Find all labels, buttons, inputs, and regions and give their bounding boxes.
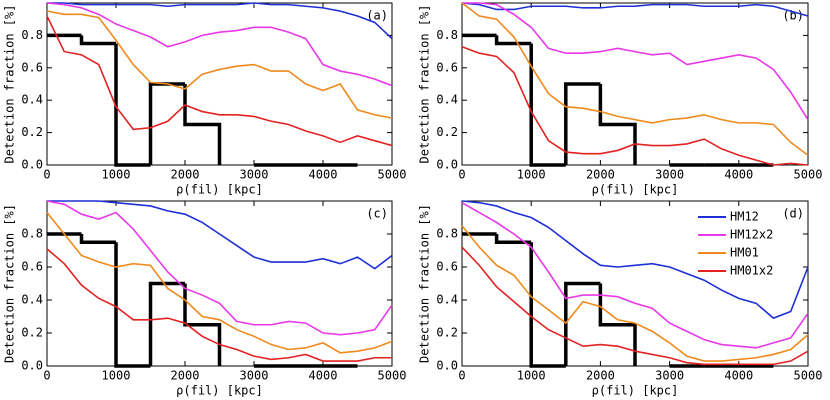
y-axis-label: Detection fraction [%]	[418, 5, 432, 164]
step-bin	[494, 35, 532, 46]
series-line	[462, 2, 809, 121]
y-tick-label: 0.2	[436, 125, 458, 139]
step-bin	[494, 234, 532, 244]
step-bin	[564, 281, 601, 366]
series-line	[461, 225, 809, 362]
series-line	[46, 248, 392, 362]
x-tick-label: 3000	[655, 168, 684, 182]
series-line	[461, 2, 809, 156]
y-tick-label: 0.8	[21, 28, 43, 42]
panel-label: (c)	[366, 207, 388, 221]
x-tick-label: 2000	[171, 369, 200, 383]
x-tick-label: 0	[43, 369, 50, 383]
y-tick-label: 0.0	[436, 359, 458, 373]
x-tick-label: 0	[458, 168, 465, 182]
y-tick-label: 0.6	[21, 260, 43, 274]
series-line	[46, 10, 393, 119]
y-tick-label: 0.8	[436, 227, 458, 241]
series-line	[461, 2, 809, 17]
y-tick-label: 0.2	[21, 326, 43, 340]
y-tick-label: 0.4	[436, 293, 458, 307]
x-tick-label: 1000	[517, 369, 546, 383]
series-line	[46, 15, 393, 147]
x-tick-label: 3000	[240, 369, 269, 383]
x-tick-label: 2000	[586, 168, 615, 182]
x-tick-label: 5000	[794, 369, 823, 383]
y-tick-label: 0.4	[21, 93, 43, 107]
y-tick-label: 0.8	[21, 227, 43, 241]
legend-label: HM01	[730, 246, 759, 260]
y-axis-label: Detection fraction [%]	[3, 204, 17, 363]
x-axis-label: ρ(fil) [kpc]	[592, 183, 679, 197]
y-tick-label: 0.0	[21, 158, 43, 172]
step-bin	[148, 82, 185, 165]
x-tick-label: 3000	[240, 168, 269, 182]
x-tick-label: 4000	[724, 369, 753, 383]
y-axis-label: Detection fraction [%]	[3, 5, 17, 164]
step-bin	[183, 84, 222, 165]
y-tick-label: 0.0	[21, 359, 43, 373]
y-tick-label: 0.6	[436, 60, 458, 74]
step-bin	[148, 281, 185, 366]
y-tick-label: 0.2	[21, 125, 43, 139]
y-tick-label: 0.6	[436, 260, 458, 274]
legend-label: HM12x2	[730, 228, 773, 242]
series-line	[461, 201, 809, 349]
series-line	[47, 200, 393, 270]
x-tick-label: 5000	[794, 168, 823, 182]
step-bin	[564, 82, 601, 165]
panel-label: (b)	[782, 9, 804, 23]
legend-label: HM12	[730, 210, 759, 224]
series-line	[461, 246, 809, 366]
y-tick-label: 0.0	[436, 158, 458, 172]
x-tick-label: 3000	[655, 369, 684, 383]
x-tick-label: 1000	[517, 168, 546, 182]
step-bin	[79, 35, 116, 46]
x-tick-label: 0	[43, 168, 50, 182]
y-tick-label: 0.4	[436, 93, 458, 107]
x-tick-label: 4000	[309, 168, 338, 182]
x-tick-label: 2000	[586, 369, 615, 383]
panel-label: (d)	[782, 207, 804, 221]
x-tick-label: 0	[458, 369, 465, 383]
series-line	[47, 2, 393, 40]
step-bin	[79, 234, 116, 244]
step-bin	[598, 283, 637, 366]
x-tick-label: 1000	[102, 369, 131, 383]
x-axis-label: ρ(fil) [kpc]	[176, 384, 263, 398]
series-line	[46, 212, 393, 354]
y-tick-label: 0.8	[436, 28, 458, 42]
x-axis-label: ρ(fil) [kpc]	[592, 384, 679, 398]
step-bin	[529, 242, 566, 368]
legend-label: HM01x2	[730, 264, 773, 278]
x-tick-label: 2000	[171, 168, 200, 182]
x-tick-label: 4000	[309, 369, 338, 383]
x-tick-label: 5000	[378, 168, 407, 182]
x-axis-label: ρ(fil) [kpc]	[176, 183, 263, 197]
step-bin	[114, 242, 151, 368]
panel-label: (a)	[366, 9, 388, 23]
step-bin	[529, 43, 566, 167]
step-bin	[114, 43, 151, 167]
y-tick-label: 0.6	[21, 60, 43, 74]
y-tick-label: 0.4	[21, 293, 43, 307]
series-line	[461, 45, 809, 166]
x-tick-label: 4000	[724, 168, 753, 182]
x-tick-label: 5000	[378, 369, 407, 383]
series-line	[461, 200, 809, 320]
series-line	[46, 200, 393, 336]
x-tick-label: 1000	[102, 168, 131, 182]
y-axis-label: Detection fraction [%]	[418, 204, 432, 363]
y-tick-label: 0.2	[436, 326, 458, 340]
series-line	[46, 2, 393, 87]
